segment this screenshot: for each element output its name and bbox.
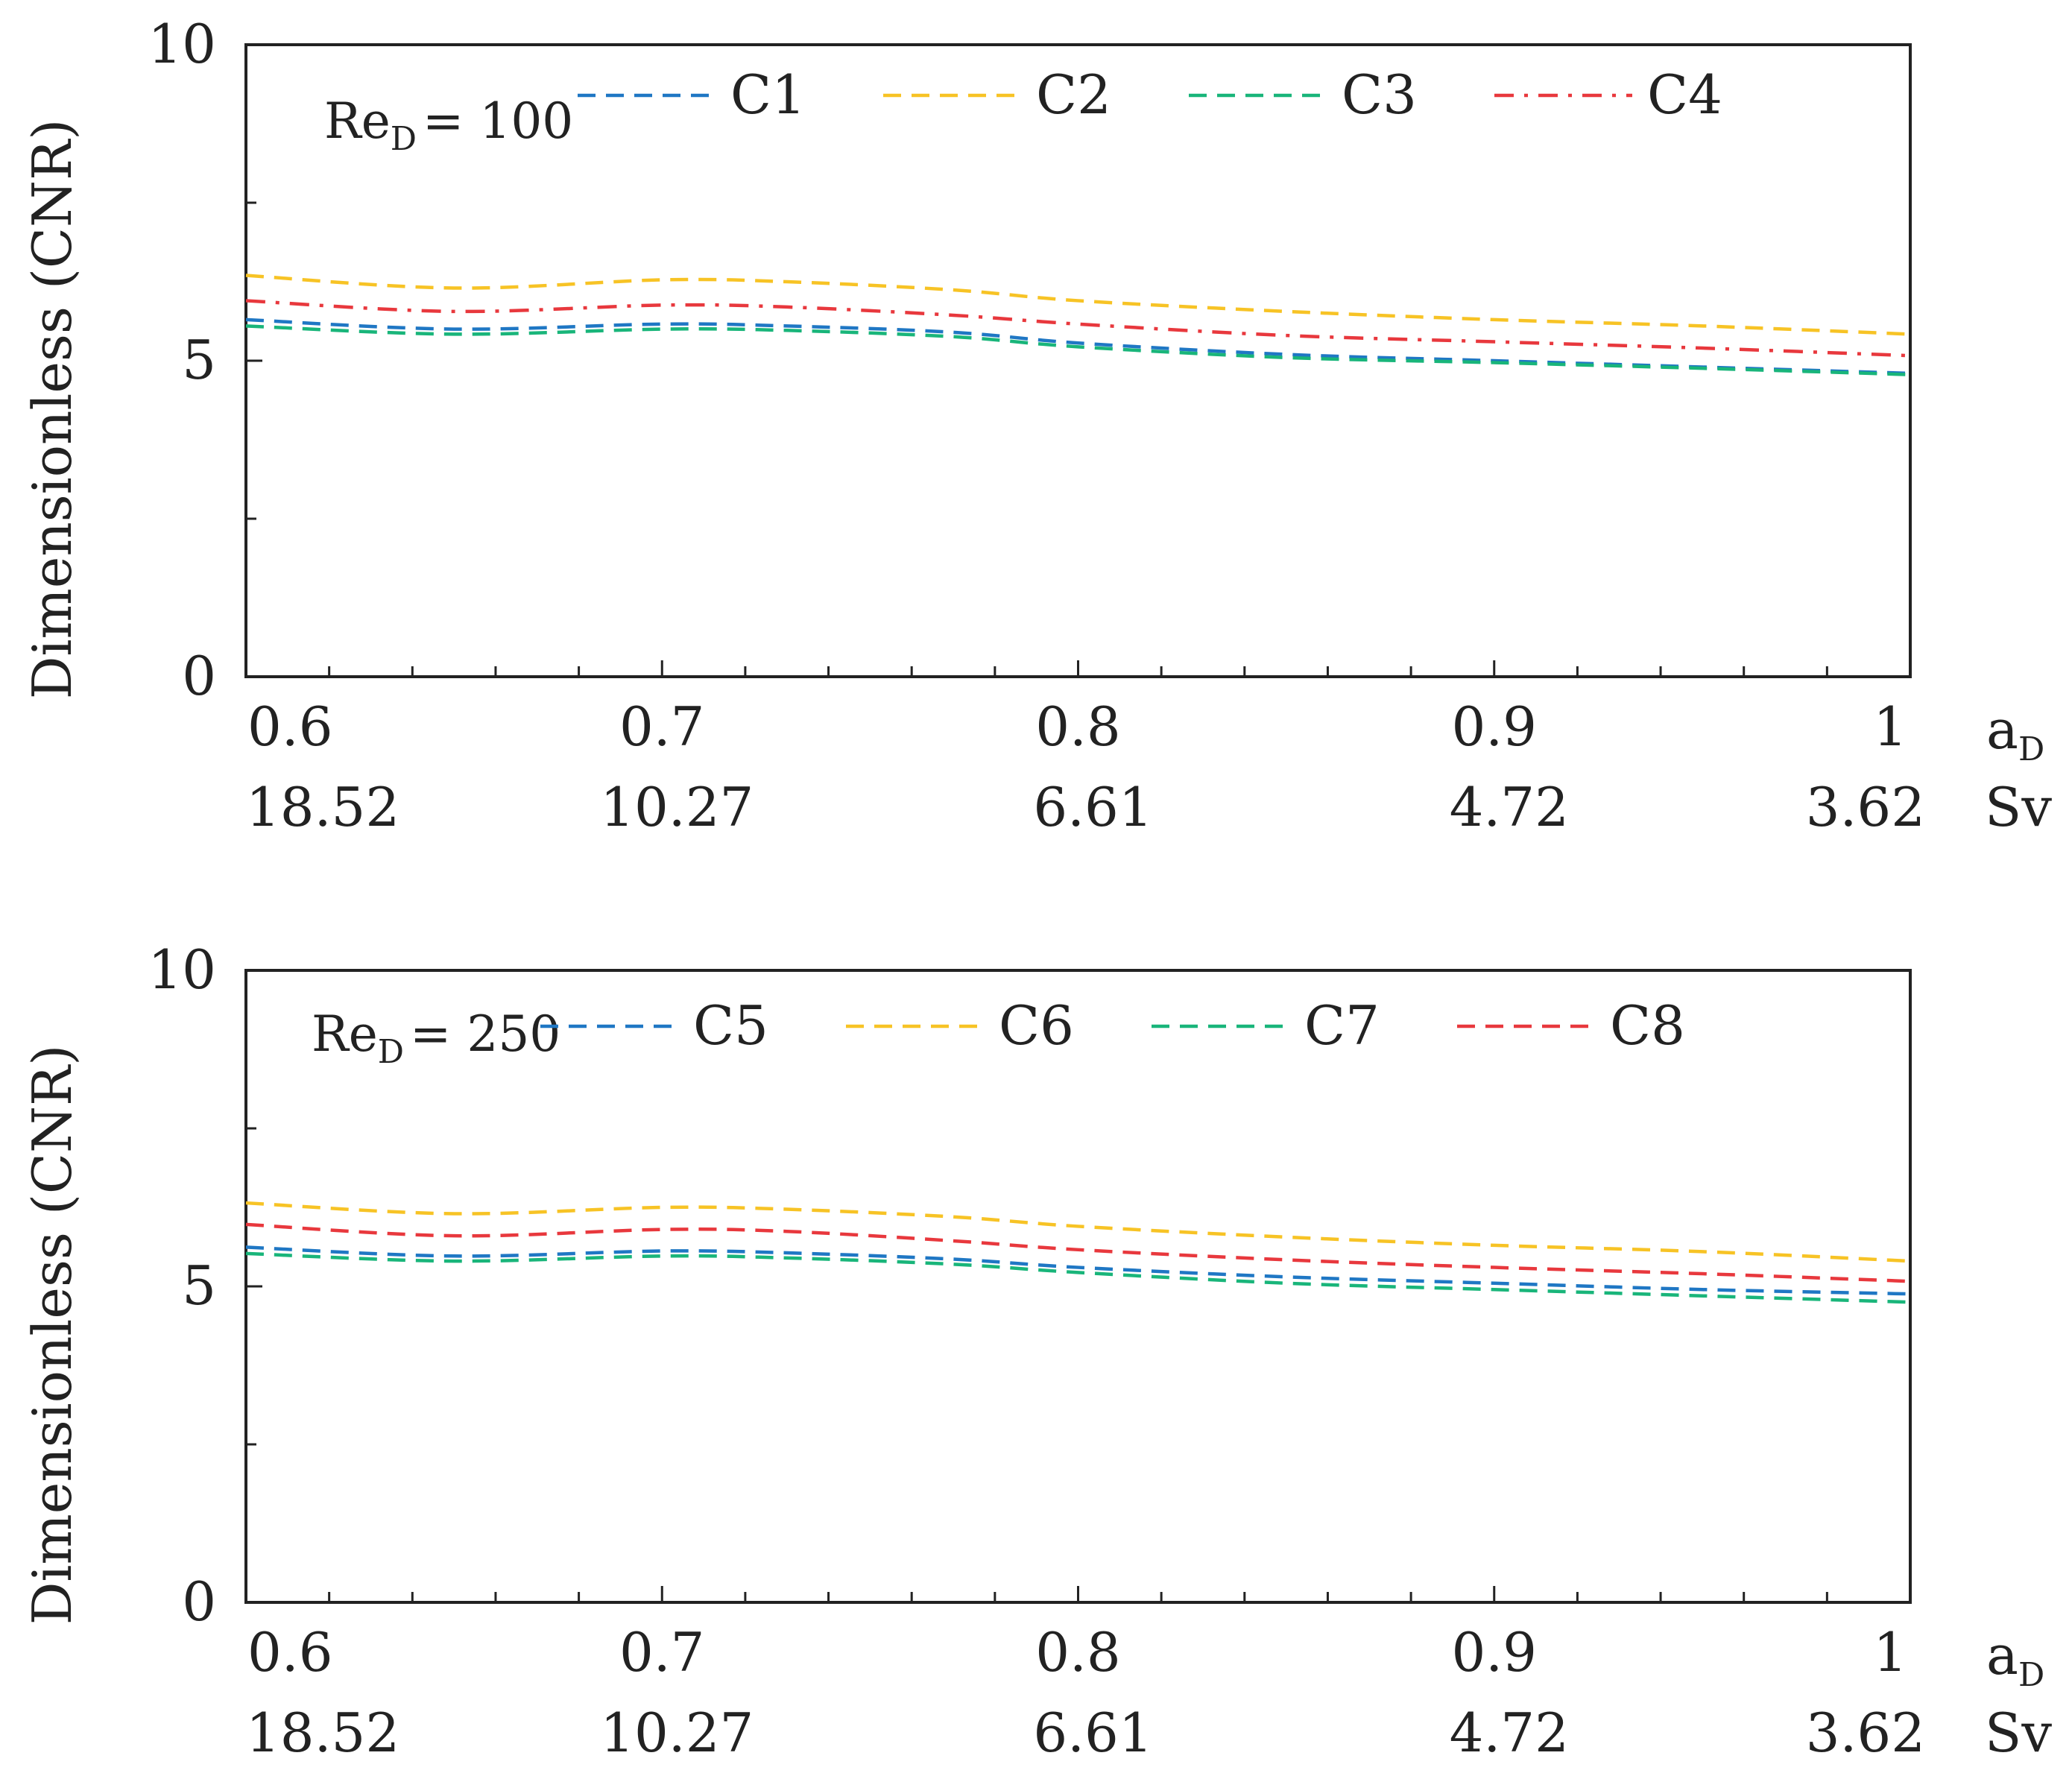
secondary-tick-label: 3.62 (1806, 1701, 1925, 1764)
series-line-c2 (245, 274, 1911, 336)
secondary-axis-label: Sv (1985, 1701, 2052, 1764)
series-line-c6 (245, 1201, 1911, 1263)
x-tick-label: 0.8 (1035, 695, 1121, 758)
legend-label-c6: C6 (999, 994, 1074, 1057)
secondary-tick-label: 4.72 (1450, 1701, 1569, 1764)
secondary-axis-label: Sv (1985, 776, 2052, 838)
secondary-tick-label: 6.61 (1033, 776, 1152, 838)
y-tick-label: 0 (182, 645, 216, 707)
x-tick-label: 0.7 (619, 1621, 705, 1684)
secondary-tick-label: 3.62 (1806, 776, 1925, 838)
x-tick-label: 1 (1873, 695, 1907, 758)
reynolds-annotation: ReD = 250 (312, 1005, 560, 1071)
x-tick-label: 0.8 (1035, 1621, 1121, 1684)
x-tick-label: 0.9 (1451, 1621, 1537, 1684)
legend-label-c7: C7 (1304, 994, 1380, 1057)
legend-label-c1: C1 (730, 63, 806, 126)
legend-label-c4: C4 (1647, 63, 1722, 126)
reynolds-annotation: ReD = 100 (324, 92, 573, 158)
chart-panel-1: 0 5 10 0.6 0.7 0.8 0.9 1 aD 18.52 10.27 6.61 4.72 3.6… (21, 13, 2052, 838)
y-tick-label: 10 (148, 13, 216, 75)
secondary-tick-label: 18.52 (246, 776, 399, 838)
x-tick-label: 0.7 (619, 695, 705, 758)
plot-frame (244, 969, 1912, 1604)
x-axis-label: aD (1986, 1624, 2044, 1694)
secondary-tick-label: 10.27 (600, 776, 754, 838)
secondary-tick-label: 4.72 (1450, 776, 1569, 838)
x-tick-label: 1 (1873, 1621, 1907, 1684)
legend-label-c3: C3 (1342, 63, 1417, 126)
x-tick-label: 0.6 (247, 695, 333, 758)
y-axis-label: Dimensionless (CNR) (21, 119, 83, 700)
x-tick-label: 0.6 (247, 1621, 333, 1684)
y-tick-label: 5 (182, 1254, 216, 1317)
y-tick-label: 0 (182, 1570, 216, 1633)
series-line-c3 (245, 324, 1911, 376)
chart-panel-2: 0 5 10 0.6 0.7 0.8 0.9 1 aD 18.52 10.27 6.61 4.72 3.6… (21, 938, 2052, 1764)
series-line-c4 (245, 299, 1911, 358)
series-line-c8 (245, 1222, 1911, 1283)
series-line-c5 (245, 1245, 1911, 1296)
legend-label-c2: C2 (1036, 63, 1111, 126)
secondary-tick-label: 18.52 (246, 1701, 399, 1764)
legend-label-c5: C5 (693, 994, 768, 1057)
secondary-tick-label: 6.61 (1033, 1701, 1152, 1764)
series-line-c7 (245, 1251, 1911, 1304)
secondary-tick-label: 10.27 (600, 1701, 754, 1764)
x-tick-label: 0.9 (1451, 695, 1537, 758)
x-axis-label: aD (1986, 698, 2044, 768)
y-tick-label: 10 (148, 938, 216, 1001)
y-axis-label: Dimensionless (CNR) (21, 1045, 83, 1625)
y-tick-label: 5 (182, 329, 216, 391)
legend-label-c8: C8 (1610, 994, 1685, 1057)
